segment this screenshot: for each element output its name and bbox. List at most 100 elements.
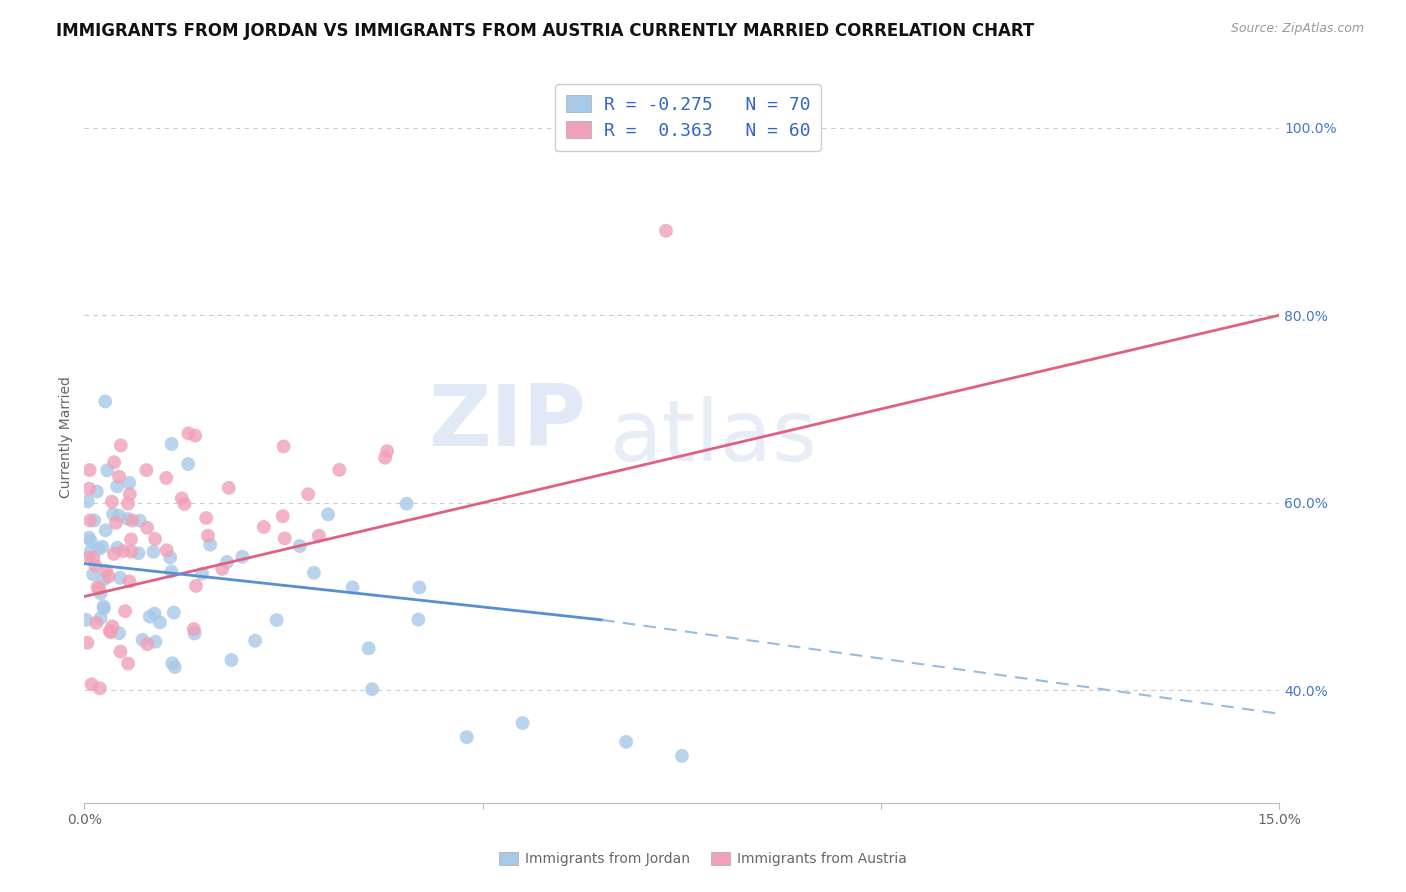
Point [297,487,319,501]
Point [243,633,266,648]
Point [160,657,183,671]
Point [77,531,100,545]
Point [221,653,243,667]
Point [288,539,311,553]
Point [408,581,430,595]
Text: atlas: atlas [610,395,818,479]
Point [170,491,193,506]
Point [93,573,115,587]
Point [215,555,238,569]
Point [145,634,167,648]
Point [655,224,678,238]
Point [184,579,207,593]
Point [80,677,103,691]
Point [361,682,384,697]
Point [173,497,195,511]
Point [79,545,101,559]
Text: Source: ZipAtlas.com: Source: ZipAtlas.com [1230,22,1364,36]
Point [177,457,200,471]
Point [200,538,222,552]
Point [90,611,112,625]
Point [89,681,111,696]
Point [328,463,350,477]
Point [90,586,112,600]
Point [84,558,107,573]
Y-axis label: Currently Married: Currently Married [59,376,73,498]
Point [177,426,200,441]
Point [160,437,183,451]
Point [197,529,219,543]
Point [127,546,149,560]
Point [138,609,160,624]
Point [105,479,128,493]
Point [101,494,124,508]
Point [97,569,120,583]
Point [231,549,253,564]
Point [105,541,128,555]
Point [94,524,117,538]
Point [87,541,110,556]
Point [75,613,97,627]
Point [77,550,100,565]
Point [374,450,396,465]
Point [76,636,98,650]
Point [266,613,288,627]
Legend: R = -0.275   N = 70, R =  0.363   N = 60: R = -0.275 N = 70, R = 0.363 N = 60 [555,84,821,151]
Point [112,544,135,558]
Point [100,625,122,640]
Point [118,574,141,589]
Point [218,481,240,495]
Point [108,508,131,523]
Point [86,484,108,499]
Point [86,580,108,594]
Point [316,508,339,522]
Point [103,547,125,561]
Point [103,455,125,469]
Point [79,463,101,477]
Point [117,512,139,526]
Point [110,645,132,659]
Point [108,571,131,585]
Point [108,626,131,640]
Point [98,624,121,638]
Point [108,469,131,483]
Point [273,440,295,454]
Point [159,550,181,565]
Point [302,566,325,580]
Point [118,475,141,490]
Point [87,582,110,596]
Point [142,545,165,559]
Point [96,463,118,477]
Point [77,482,100,496]
Point [143,607,166,621]
Point [271,509,294,524]
Point [131,632,153,647]
Point [101,507,124,521]
Point [149,615,172,630]
Point [128,514,150,528]
Point [183,626,205,640]
Point [101,619,124,633]
Point [375,444,398,458]
Point [456,730,478,744]
Point [191,566,214,581]
Point [184,428,207,442]
Point [118,487,141,501]
Point [160,565,183,579]
Point [91,540,114,554]
Point [155,471,177,485]
Point [114,604,136,618]
Point [104,516,127,530]
Point [121,514,143,528]
Point [273,532,295,546]
Point [96,564,118,578]
Point [135,463,157,477]
Text: ZIP: ZIP [429,381,586,464]
Point [86,615,108,630]
Point [79,514,101,528]
Point [117,657,139,671]
Point [156,543,179,558]
Point [671,748,693,763]
Point [342,581,364,595]
Point [614,735,637,749]
